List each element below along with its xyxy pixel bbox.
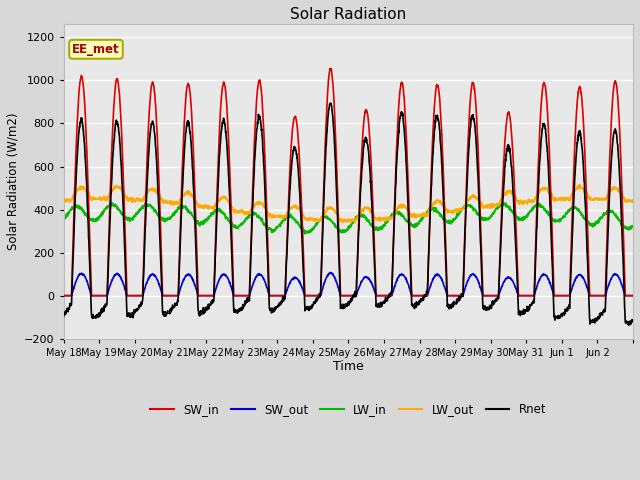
LW_out xyxy=(116,184,124,190)
SW_in xyxy=(239,293,247,299)
Y-axis label: Solar Radiation (W/m2): Solar Radiation (W/m2) xyxy=(7,113,20,251)
LW_out xyxy=(576,181,584,187)
LW_in xyxy=(520,216,528,221)
LW_in xyxy=(552,217,560,223)
LW_out xyxy=(520,198,528,204)
SW_out xyxy=(621,292,629,298)
SW_in xyxy=(326,66,334,72)
LW_in xyxy=(301,231,308,237)
Rnet xyxy=(383,296,390,302)
Rnet xyxy=(625,322,632,328)
Text: EE_met: EE_met xyxy=(72,43,120,56)
LW_out xyxy=(621,197,629,203)
SW_out xyxy=(326,270,334,276)
X-axis label: Time: Time xyxy=(333,360,364,373)
Rnet xyxy=(326,100,334,106)
Line: SW_out: SW_out xyxy=(63,273,633,296)
SW_in xyxy=(621,289,629,295)
LW_in xyxy=(60,217,67,223)
SW_out xyxy=(552,293,560,299)
Rnet xyxy=(552,314,560,320)
SW_in xyxy=(60,293,67,299)
SW_out xyxy=(60,293,67,299)
Line: Rnet: Rnet xyxy=(63,103,633,325)
LW_out xyxy=(552,197,560,203)
SW_out xyxy=(239,293,247,299)
Legend: SW_in, SW_out, LW_in, LW_out, Rnet: SW_in, SW_out, LW_in, LW_out, Rnet xyxy=(145,398,551,420)
Rnet xyxy=(116,152,124,158)
LW_out xyxy=(383,216,390,221)
Line: SW_in: SW_in xyxy=(63,69,633,296)
SW_in xyxy=(383,293,390,299)
SW_in xyxy=(116,109,124,115)
Rnet xyxy=(629,319,637,324)
SW_out xyxy=(383,293,390,299)
SW_out xyxy=(629,293,637,299)
LW_out xyxy=(60,196,67,202)
Line: LW_in: LW_in xyxy=(63,203,633,234)
LW_in xyxy=(109,200,116,206)
Rnet xyxy=(621,317,629,323)
LW_out xyxy=(347,220,355,226)
SW_in xyxy=(629,293,637,299)
Line: LW_out: LW_out xyxy=(63,184,633,223)
SW_in xyxy=(520,293,528,299)
Title: Solar Radiation: Solar Radiation xyxy=(290,7,406,22)
SW_in xyxy=(552,293,560,299)
LW_in xyxy=(383,218,391,224)
Rnet xyxy=(520,311,528,317)
LW_in xyxy=(240,219,248,225)
SW_out xyxy=(520,293,528,299)
LW_in xyxy=(621,224,629,230)
LW_out xyxy=(629,197,637,203)
LW_out xyxy=(239,209,247,215)
Rnet xyxy=(239,303,247,309)
LW_in xyxy=(117,210,125,216)
LW_in xyxy=(629,223,637,229)
Rnet xyxy=(60,313,67,319)
SW_out xyxy=(116,275,124,280)
